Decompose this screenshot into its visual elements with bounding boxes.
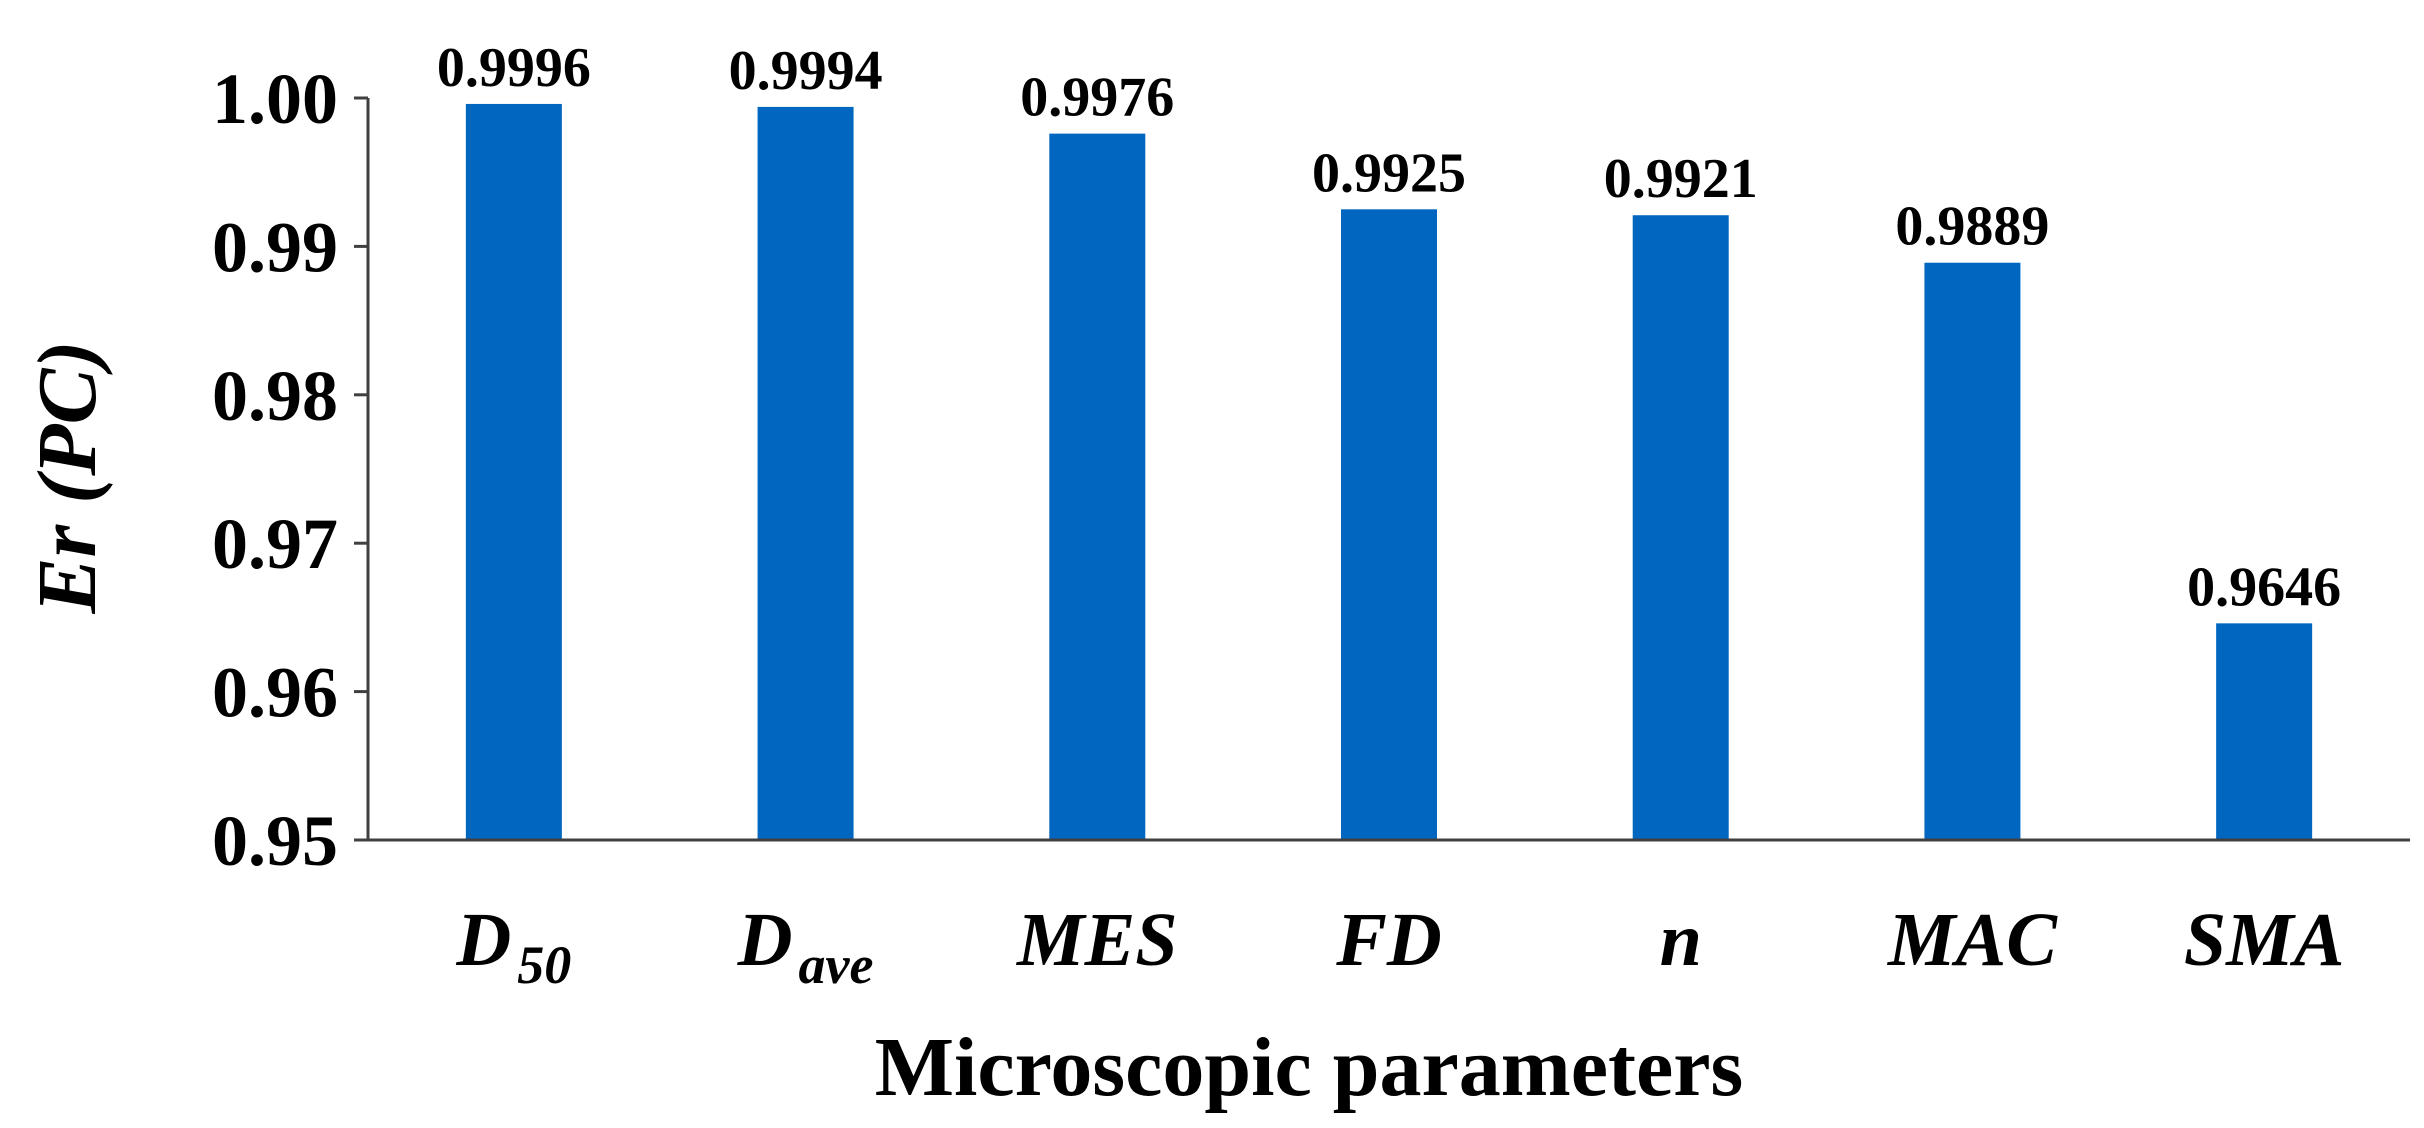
bar <box>1924 262 2021 840</box>
x-tick-label-main: MES <box>1016 898 1178 982</box>
x-tick-label-main: n <box>1660 898 1702 982</box>
x-tick-label: MES <box>1016 898 1178 982</box>
bar <box>757 106 854 841</box>
bars <box>465 103 2313 841</box>
y-axis-ticks: 0.95 0.96 0.97 0.98 0.99 1.00 <box>212 59 368 881</box>
x-tick-label-main: D <box>455 898 511 982</box>
x-tick-label-subscript: 50 <box>517 935 571 995</box>
bar <box>2216 623 2313 840</box>
bar-data-label: 0.9996 <box>437 37 591 99</box>
y-tick-label: 0.97 <box>212 504 338 584</box>
x-axis-title: Microscopic parameters <box>875 1021 1743 1114</box>
y-tick-label: 1.00 <box>212 59 338 139</box>
y-tick-label: 0.98 <box>212 356 338 436</box>
bar <box>1049 133 1146 841</box>
x-tick-label-main: MAC <box>1887 898 2058 982</box>
x-tick-label-main: D <box>737 898 793 982</box>
bar-data-label: 0.9889 <box>1895 196 2049 258</box>
x-tick-label-subscript: ave <box>799 935 874 995</box>
y-tick-label: 0.95 <box>212 801 338 881</box>
y-axis-title: Er (PC) <box>21 341 114 615</box>
bar <box>1632 215 1729 841</box>
x-tick-label: FD <box>1335 898 1442 982</box>
bar <box>1341 209 1437 841</box>
x-tick-label: n <box>1660 898 1702 982</box>
x-tick-label: MAC <box>1887 898 2058 982</box>
bar-data-label: 0.9921 <box>1604 148 1758 210</box>
bar-data-label: 0.9994 <box>729 40 883 102</box>
data-labels: 0.9996 0.9994 0.9976 0.9925 0.9921 0.9889 0.96… <box>437 37 2341 618</box>
bar <box>465 103 562 841</box>
y-tick-label: 0.99 <box>212 207 338 287</box>
bar-data-label: 0.9646 <box>2187 556 2341 618</box>
y-tick-label: 0.96 <box>212 653 338 733</box>
bar-data-label: 0.9976 <box>1020 67 1174 129</box>
x-tick-label: SMA <box>2184 898 2345 982</box>
x-tick-label-main: SMA <box>2184 898 2345 982</box>
x-tick-label-main: FD <box>1335 898 1442 982</box>
bar-data-label: 0.9925 <box>1312 142 1466 204</box>
x-tick-label: D 50 <box>455 898 571 995</box>
